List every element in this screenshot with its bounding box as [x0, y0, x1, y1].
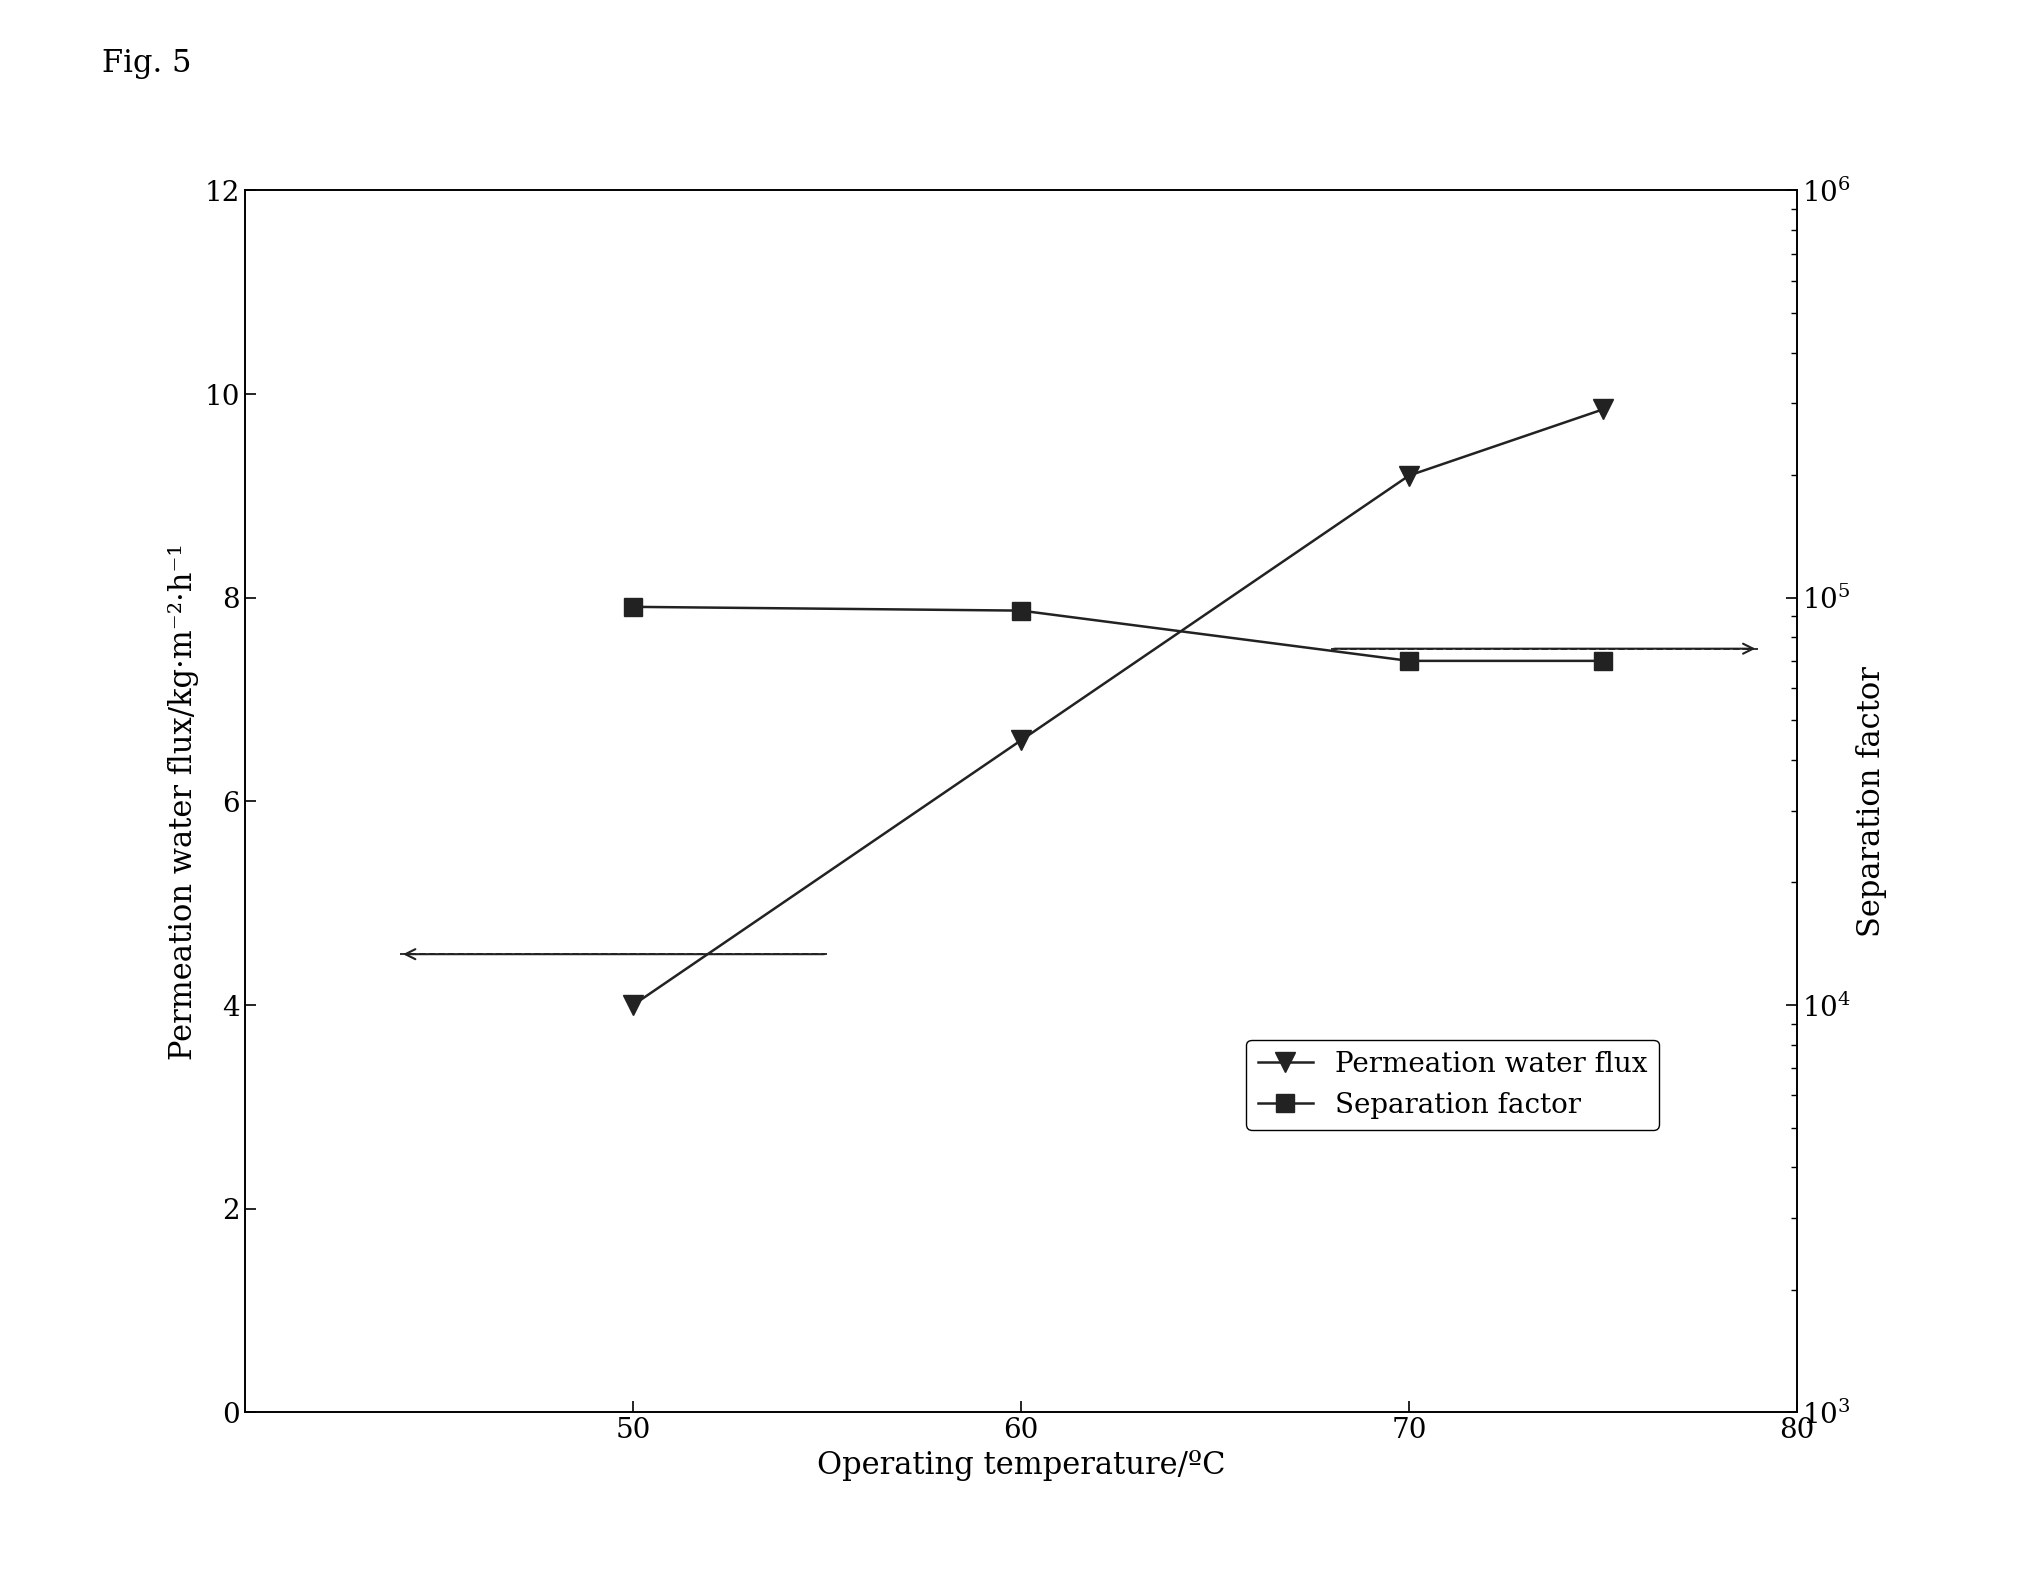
Y-axis label: Permeation water flux/kg·m⁻²·h⁻¹: Permeation water flux/kg·m⁻²·h⁻¹: [167, 543, 200, 1060]
Separation factor: [1591, 651, 1615, 670]
Text: Fig. 5: Fig. 5: [102, 48, 192, 79]
X-axis label: Operating temperature/ºC: Operating temperature/ºC: [817, 1451, 1225, 1481]
Line: Permeation water flux: Permeation water flux: [623, 400, 1613, 1014]
Separation factor: [1009, 601, 1033, 621]
Line: Separation factor: Separation factor: [625, 598, 1611, 670]
Y-axis label: Separation factor: Separation factor: [1856, 667, 1887, 936]
Permeation water flux: [1009, 730, 1033, 751]
Separation factor: [1397, 651, 1421, 670]
Legend: Permeation water flux, Separation factor: Permeation water flux, Separation factor: [1246, 1039, 1658, 1130]
Permeation water flux: [1591, 400, 1615, 419]
Permeation water flux: [1397, 467, 1421, 486]
Permeation water flux: [621, 995, 645, 1014]
Separation factor: [621, 597, 645, 616]
